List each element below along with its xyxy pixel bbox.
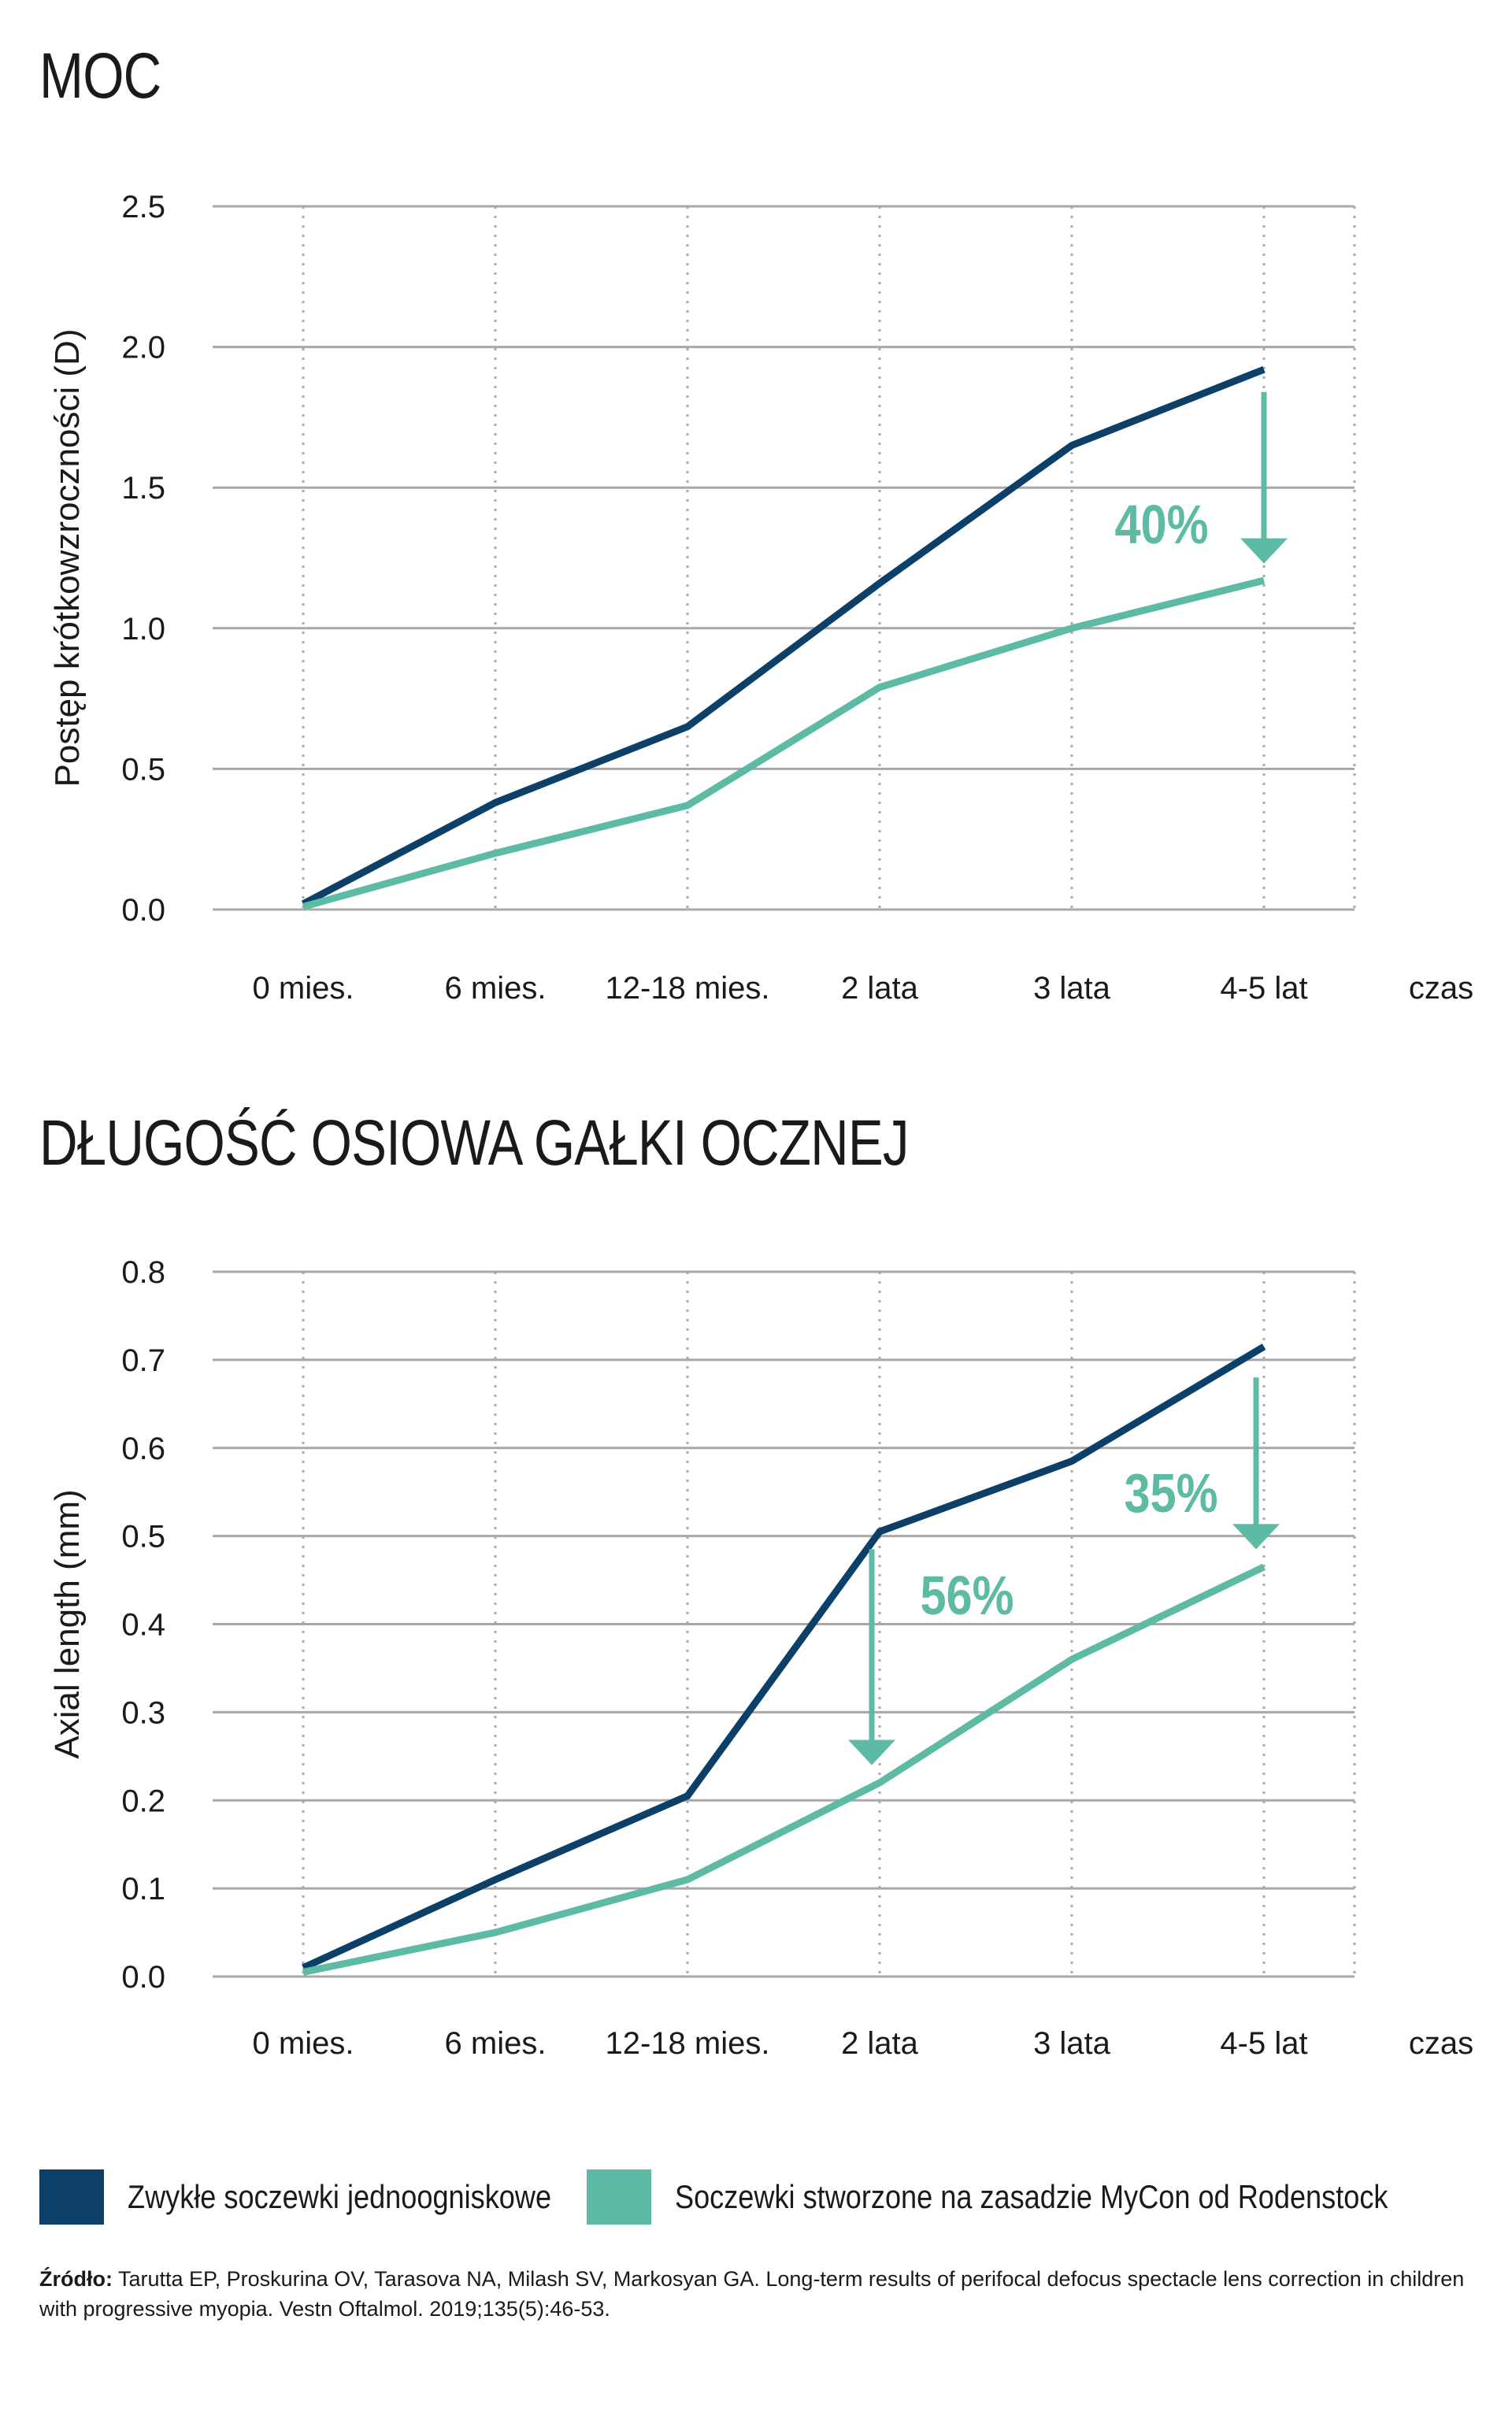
y-tick-label: 0.3: [121, 1695, 165, 1730]
x-tick-label: 6 mies.: [445, 2026, 547, 2061]
x-tick-label: 12-18 mies.: [606, 2026, 770, 2061]
source-text: Tarutta EP, Proskurina OV, Tarasova NA, …: [39, 2267, 1465, 2321]
y-tick-label: 2.0: [121, 331, 165, 365]
y-tick-label: 0.4: [121, 1608, 165, 1643]
x-tick-label: 2 lata: [841, 2026, 919, 2061]
legend-label-standard: Zwykłe soczewki jednoogniskowe: [128, 2178, 552, 2215]
y-tick-label: 0.6: [121, 1432, 165, 1466]
x-tick-label: 0 mies.: [253, 2026, 354, 2061]
y-axis-title: Postęp krótkowzroczności (D): [48, 329, 87, 787]
reduction-arrow: [1232, 1377, 1280, 1550]
reduction-percent-label: 56%: [920, 1564, 1014, 1626]
reduction-percent-label: 40%: [1114, 493, 1208, 555]
x-axis-title: czas: [1409, 2026, 1473, 2061]
reduction-percent-label: 35%: [1124, 1462, 1217, 1524]
reduction-arrow: [848, 1549, 895, 1765]
myopia-progression-chart: 0.0 0.5 1.0 1.5 2.0 2.5 0 mies. 6 mies. 12-18 mi…: [48, 190, 1473, 1006]
x-tick-label: 4-5 lat: [1220, 2026, 1307, 2061]
x-tick-label: 0 mies.: [253, 971, 354, 1006]
y-tick-label: 0.0: [121, 893, 165, 928]
x-axis-title: czas: [1409, 971, 1473, 1006]
y-tick-label: 0.5: [121, 752, 165, 787]
legend-label-mycon: Soczewki stworzone na zasadzie MyCon od …: [675, 2178, 1388, 2215]
x-tick-label: 3 lata: [1033, 2026, 1111, 2061]
y-tick-label: 0.7: [121, 1343, 165, 1378]
arrow-head: [848, 1740, 895, 1765]
legend: Zwykłe soczewki jednoogniskowe Soczewki …: [39, 2169, 1480, 2232]
y-tick-label: 2.5: [121, 190, 165, 224]
series-line-standard: [301, 365, 1266, 907]
series-line-standard: [302, 1343, 1266, 1971]
arrow-head: [1232, 1524, 1280, 1550]
series-line-mycon: [302, 576, 1266, 910]
y-axis-title: Axial length (mm): [48, 1489, 87, 1758]
y-tick-label: 0.5: [121, 1520, 165, 1554]
source-citation: Źródło: Tarutta EP, Proskurina OV, Taras…: [39, 2264, 1473, 2324]
y-tick-label: 0.0: [121, 1960, 165, 1995]
reduction-arrow: [1240, 391, 1288, 564]
x-tick-label: 4-5 lat: [1220, 971, 1307, 1006]
legend-item-standard: Zwykłe soczewki jednoogniskowe: [39, 2169, 621, 2225]
arrow-head: [1240, 538, 1288, 564]
x-tick-label: 2 lata: [841, 971, 919, 1006]
y-tick-label: 0.2: [121, 1784, 165, 1818]
series-line-mycon: [302, 1563, 1266, 1976]
chart-1-title: MOC: [39, 40, 161, 112]
x-tick-label: 6 mies.: [445, 971, 547, 1006]
y-tick-label: 0.1: [121, 1872, 165, 1906]
legend-swatch-standard: [39, 2169, 104, 2225]
chart-2-title: DŁUGOŚĆ OSIOWA GAŁKI OCZNEJ: [39, 1107, 910, 1179]
legend-item-mycon: Soczewki stworzone na zasadzie MyCon od …: [587, 2169, 1504, 2225]
y-tick-label: 0.8: [121, 1255, 165, 1290]
source-label: Źródło:: [39, 2267, 113, 2291]
y-tick-label: 1.0: [121, 612, 165, 647]
y-tick-label: 1.5: [121, 471, 165, 506]
x-tick-label: 12-18 mies.: [606, 971, 770, 1006]
axial-length-chart: 0.0 0.1 0.2 0.3 0.4 0.5 0.6 0.7 0.8 0 mies. 6 mies…: [48, 1255, 1473, 2061]
x-tick-label: 3 lata: [1033, 971, 1111, 1006]
legend-swatch-mycon: [587, 2169, 651, 2225]
